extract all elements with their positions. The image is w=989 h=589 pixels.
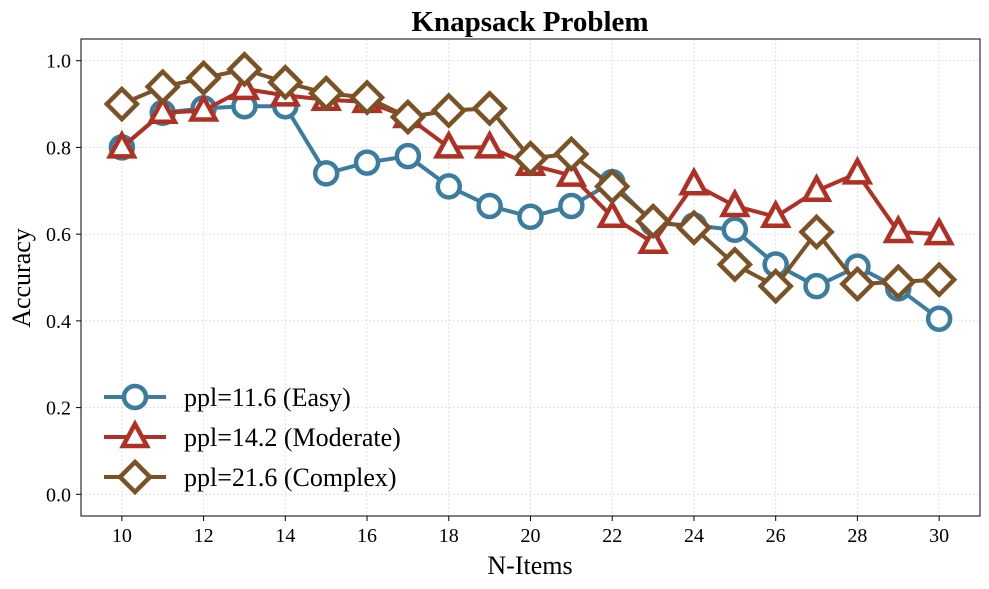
x-tick-label: 10 <box>112 525 132 547</box>
data-point <box>226 51 263 88</box>
data-point <box>925 305 953 332</box>
x-tick-label: 20 <box>521 525 541 547</box>
data-point <box>106 129 138 159</box>
x-tick-label: 24 <box>684 525 704 547</box>
legend-entry: ppl=21.6 (Complex) <box>104 458 397 496</box>
x-tick-label: 26 <box>766 525 786 547</box>
data-point <box>353 149 381 176</box>
data-point <box>759 199 792 229</box>
data-point <box>312 160 340 187</box>
data-point <box>476 192 503 220</box>
data-point <box>841 155 874 185</box>
data-point <box>471 90 508 127</box>
data-point <box>800 173 833 203</box>
x-tick-label: 18 <box>439 525 459 547</box>
legend-marker <box>119 419 151 449</box>
legend-entry: ppl=14.2 (Moderate) <box>104 419 401 452</box>
legend: ppl=11.6 (Easy) ppl=14.2 (Moderate) ppl=21… <box>104 383 401 496</box>
x-tick-label: 30 <box>929 525 949 547</box>
y-tick-label: 0.6 <box>46 224 71 246</box>
data-point <box>267 64 304 101</box>
y-tick-label: 1.0 <box>46 51 71 73</box>
data-point <box>558 192 585 220</box>
series-layer <box>103 51 958 332</box>
data-point <box>920 261 958 298</box>
series-circle <box>108 92 953 332</box>
legend-label: ppl=21.6 (Complex) <box>184 463 397 492</box>
x-tick-label: 28 <box>847 525 867 547</box>
legend-marker <box>121 383 149 411</box>
data-point <box>512 140 549 177</box>
y-tick-label: 0.2 <box>46 398 71 420</box>
data-point <box>678 166 710 196</box>
data-point <box>596 199 629 229</box>
data-point <box>634 202 672 240</box>
data-point <box>553 135 590 173</box>
data-point <box>103 85 141 123</box>
data-point <box>307 75 345 112</box>
y-tick-label: 0.8 <box>46 137 71 159</box>
data-point <box>555 157 588 187</box>
y-tick-label: 0.4 <box>46 311 71 333</box>
x-axis-ticks: 10 12 14 16 18 20 22 24 26 28 30 <box>112 516 949 547</box>
data-point <box>719 188 751 218</box>
x-tick-label: 22 <box>602 525 622 547</box>
data-point <box>432 129 465 159</box>
data-point <box>798 213 835 251</box>
data-point <box>757 267 794 305</box>
x-tick-label: 14 <box>275 525 295 547</box>
data-point <box>185 59 222 97</box>
y-axis-ticks: 0.0 0.2 0.4 0.6 0.8 1.0 <box>46 51 81 506</box>
data-point <box>517 203 544 231</box>
data-point <box>430 92 467 129</box>
x-tick-label: 16 <box>357 525 377 547</box>
grid-layer <box>81 39 980 516</box>
data-point <box>146 95 179 124</box>
data-point <box>389 98 427 136</box>
x-axis-label: N-Items <box>487 551 572 580</box>
data-point <box>348 79 386 116</box>
legend-marker <box>116 458 154 496</box>
data-point <box>594 168 631 205</box>
x-tick-label: 12 <box>194 525 214 547</box>
data-point <box>839 265 876 303</box>
y-axis-label: Accuracy <box>7 228 36 328</box>
data-point <box>716 246 754 283</box>
chart-title: Knapsack Problem <box>411 6 648 38</box>
data-point <box>923 216 955 246</box>
data-point <box>637 225 669 255</box>
data-point <box>803 272 830 300</box>
data-point <box>880 263 917 301</box>
data-point <box>882 214 915 244</box>
y-tick-label: 0.0 <box>46 484 71 506</box>
series-diamond <box>103 51 958 305</box>
data-point <box>144 68 181 105</box>
data-point <box>435 173 463 200</box>
data-point <box>394 142 422 170</box>
legend-entry: ppl=11.6 (Easy) <box>104 383 351 412</box>
data-point <box>187 92 220 122</box>
data-point <box>721 216 749 244</box>
data-point <box>473 129 506 159</box>
data-point <box>675 209 713 246</box>
legend-label: ppl=11.6 (Easy) <box>184 383 351 412</box>
legend-label: ppl=14.2 (Moderate) <box>184 423 401 452</box>
